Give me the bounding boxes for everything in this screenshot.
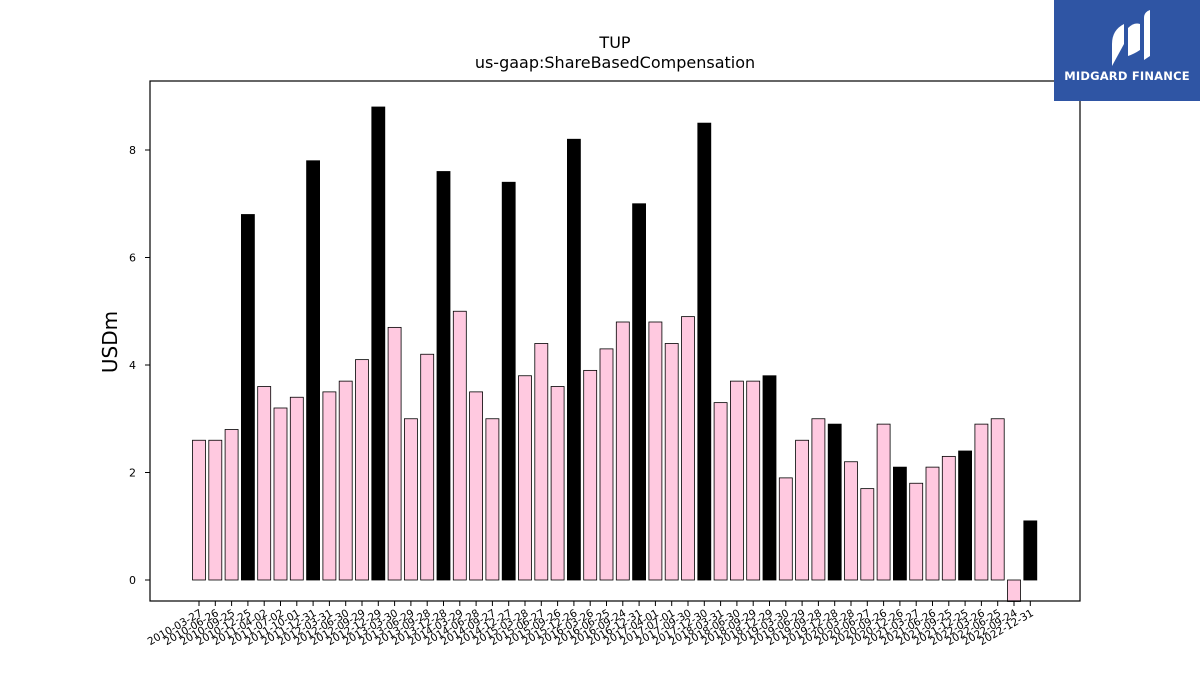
- bar-2020-09-26: [876, 423, 891, 581]
- bar-2014-06-28: [469, 391, 484, 581]
- bar-2012-09-29: [355, 359, 369, 581]
- bar-2022-09-24: [1007, 579, 1021, 602]
- bar-2013-12-28: [436, 171, 451, 581]
- bar-2013-09-28: [420, 353, 435, 581]
- bar-2014-03-29: [452, 310, 467, 581]
- bar-2011-12-31: [306, 160, 321, 581]
- bar-2019-12-28: [827, 423, 842, 581]
- x-ticks-group: 2010-03-272010-06-262010-09-252010-12-25…: [146, 601, 1036, 648]
- bar-2021-12-25: [958, 450, 972, 581]
- bar-2018-03-31: [713, 402, 728, 581]
- plot-frame: [149, 80, 1081, 602]
- y-ticks-group: 0 2 4 6 8: [129, 144, 150, 587]
- bar-2022-12-31: [1023, 520, 1038, 581]
- chart-title: TUP: [598, 33, 630, 52]
- bar-2012-03-31: [322, 391, 337, 581]
- bar-2010-09-25: [224, 429, 239, 581]
- logo-mark-icon: [1112, 10, 1150, 66]
- bar-2013-06-29: [403, 418, 418, 581]
- bar-2015-06-27: [534, 343, 549, 581]
- bar-2020-06-27: [860, 488, 875, 581]
- bar-2018-09-29: [746, 380, 761, 581]
- bar-2022-06-25: [990, 418, 1005, 581]
- bar-2015-12-26: [567, 138, 581, 581]
- bar-2012-06-30: [338, 380, 353, 581]
- bar-2015-03-28: [518, 375, 532, 581]
- bar-2011-10-01: [289, 396, 304, 581]
- bar-2019-06-29: [795, 439, 809, 581]
- bar-2016-03-26: [583, 369, 598, 581]
- bar-2019-09-28: [811, 418, 826, 581]
- bar-2020-03-28: [844, 461, 858, 581]
- y-tick-label: 0: [129, 574, 136, 587]
- bar-2013-03-30: [387, 326, 402, 581]
- bar-2014-09-27: [485, 418, 500, 581]
- y-tick-label: 6: [129, 252, 136, 265]
- bar-2015-09-26: [550, 386, 565, 581]
- bar-2022-03-26: [974, 423, 989, 581]
- logo-text: MIDGARD FINANCE: [1064, 69, 1190, 83]
- bar-2021-06-26: [925, 466, 940, 581]
- bar-2011-07-02: [273, 407, 288, 581]
- bar-2017-12-30: [697, 122, 712, 581]
- bar-2019-03-30: [778, 477, 793, 581]
- bar-2010-03-27: [192, 439, 206, 581]
- bar-2020-12-26: [893, 466, 907, 581]
- bar-2017-07-01: [664, 343, 679, 581]
- bar-2010-06-26: [208, 439, 223, 581]
- bar-2014-12-27: [501, 181, 516, 581]
- bar-2012-12-29: [371, 106, 386, 581]
- bar-2017-04-01: [648, 321, 663, 581]
- bar-2016-06-25: [599, 348, 614, 581]
- y-tick-label: 4: [129, 359, 136, 372]
- y-tick-label: 8: [129, 144, 136, 157]
- bar-2017-09-30: [681, 316, 695, 581]
- y-axis-label: USDm: [98, 311, 122, 373]
- bar-2011-04-02: [257, 386, 272, 581]
- bar-2010-12-25: [240, 214, 255, 581]
- y-tick-label: 2: [129, 467, 136, 480]
- bar-2016-09-24: [615, 321, 630, 581]
- bar-2021-03-27: [909, 482, 924, 581]
- midgard-finance-logo: MIDGARD FINANCE: [1054, 0, 1200, 101]
- bars-group: [192, 106, 1038, 602]
- bar-2018-06-30: [730, 380, 744, 581]
- bar-2021-09-25: [941, 455, 956, 581]
- bar-2018-12-29: [762, 375, 777, 581]
- bar-2016-12-31: [632, 203, 646, 581]
- chart-subtitle: us-gaap:ShareBasedCompensation: [475, 53, 755, 72]
